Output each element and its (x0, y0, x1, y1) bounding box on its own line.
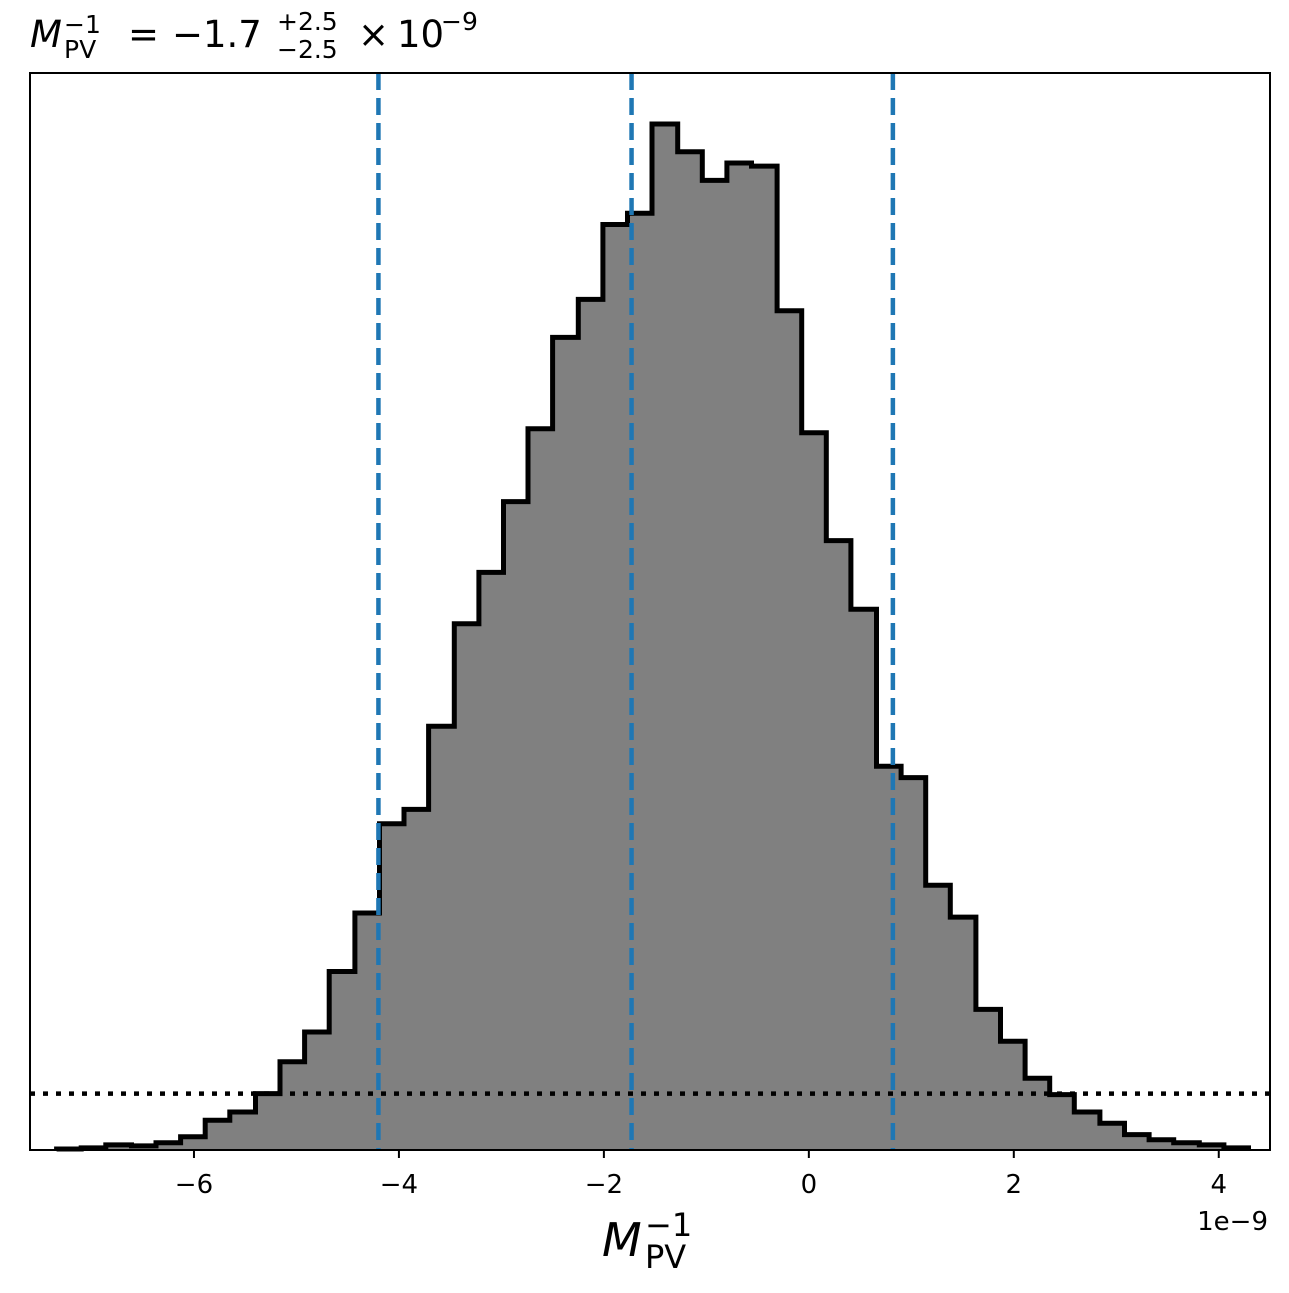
histogram-outline (54, 121, 1251, 1152)
x-tick-label: 2 (1006, 1170, 1023, 1200)
x-tick-label: 4 (1210, 1170, 1227, 1200)
title-base: 10 (397, 13, 444, 56)
title-symbol: M (30, 13, 62, 56)
chart-title: M−1 PV = −1.7 +2.5 −2.5 × 10−9 (30, 7, 478, 64)
x-tick-label: −4 (380, 1170, 418, 1200)
histogram-fill (56, 124, 1249, 1150)
title-sub: PV (64, 35, 96, 64)
x-offset-label: 1e−9 (1197, 1207, 1268, 1237)
title-exponent: −9 (441, 7, 478, 36)
quantile-lines (376, 73, 896, 1150)
title-median: −1.7 (172, 13, 262, 56)
plot-area (30, 73, 1270, 1152)
title-plus: +2.5 (277, 7, 338, 36)
x-tick-label: −2 (585, 1170, 623, 1200)
x-axis-ticks: −6 −4 −2 0 2 4 (175, 1150, 1227, 1200)
x-tick-label: −6 (175, 1170, 213, 1200)
title-sup: −1 (64, 10, 101, 39)
axes-frame (29, 72, 1271, 1151)
x-tick-label: 0 (801, 1170, 818, 1200)
xlabel-sup: −1 (645, 1206, 692, 1244)
x-axis-label: M −1 PV (602, 1206, 692, 1276)
xlabel-symbol: M (602, 1213, 642, 1267)
title-times: × (358, 13, 389, 56)
title-equals: = (128, 13, 159, 56)
xlabel-sub: PV (645, 1238, 686, 1276)
title-minus: −2.5 (277, 35, 338, 64)
